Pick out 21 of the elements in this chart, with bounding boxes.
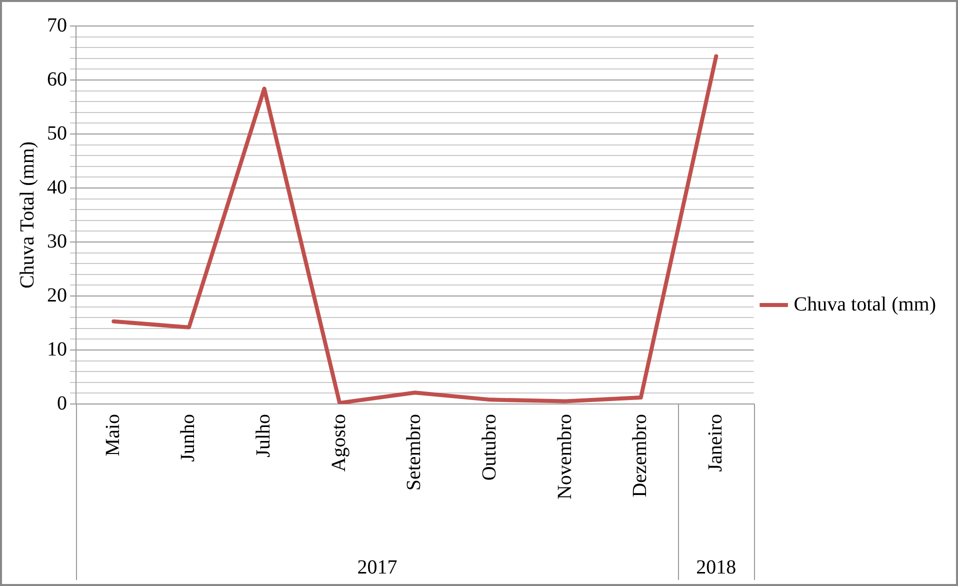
x-tick-label: Novembro: [554, 414, 576, 500]
x-tick-label: Junho: [177, 414, 200, 462]
x-tick-label: Setembro: [403, 414, 426, 491]
x-tick-label: Agosto: [328, 414, 350, 472]
y-tick-label: 20: [47, 284, 67, 306]
y-tick-label: 70: [47, 14, 67, 36]
x-tick-label: Outubro: [478, 414, 500, 481]
y-axis-title: Chuva Total (mm): [16, 141, 38, 289]
text: 2017: [357, 556, 398, 578]
y-tick-label: 30: [47, 230, 67, 252]
x-tick-label: Dezembro: [629, 414, 652, 498]
legend-label: Chuva total (mm): [794, 293, 936, 316]
text: 2018: [696, 556, 736, 578]
x-tick-label: Julho: [252, 414, 275, 458]
y-tick-label: 60: [47, 68, 67, 90]
y-tick-label: 0: [57, 392, 67, 414]
x-tick-label: Maio: [102, 414, 124, 456]
y-tick-label: 10: [47, 338, 67, 360]
y-tick-label: 50: [47, 122, 67, 144]
x-tick-label: Janeiro: [704, 414, 726, 472]
y-tick-label: 40: [47, 176, 67, 198]
